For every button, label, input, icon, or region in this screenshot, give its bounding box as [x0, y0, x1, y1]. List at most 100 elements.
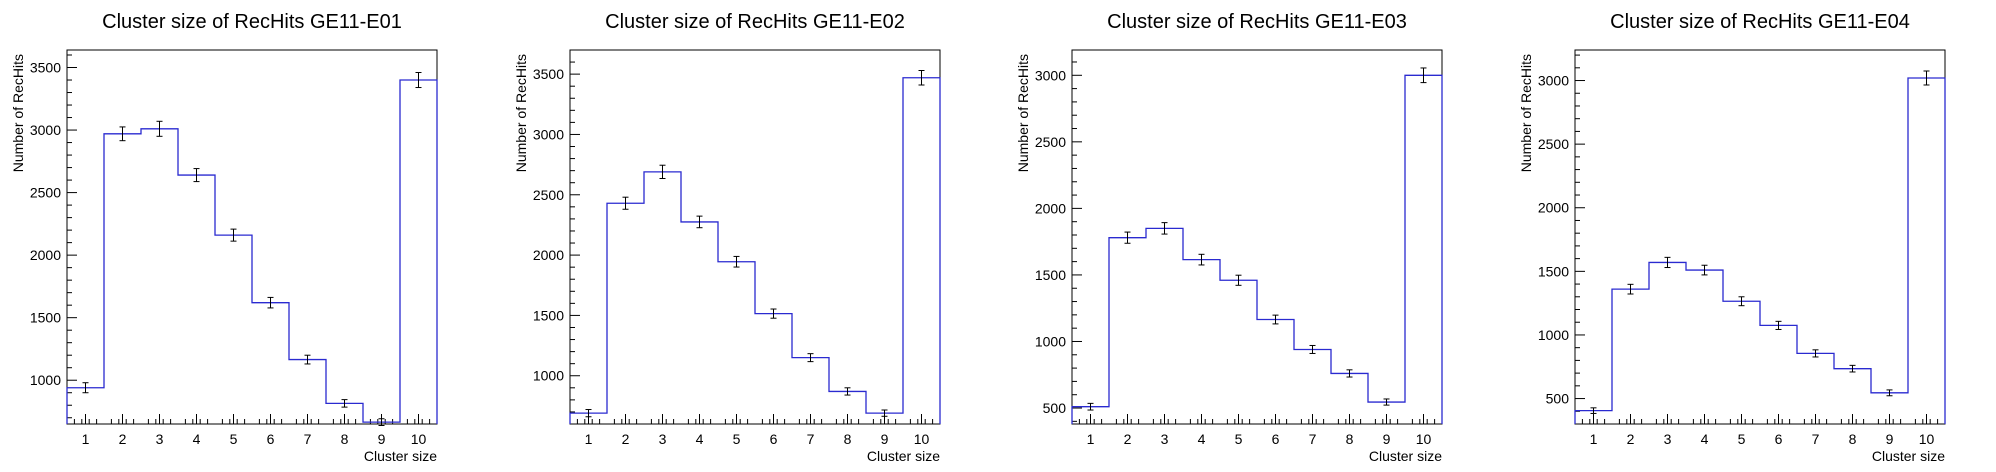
x-tick-label: 4: [1701, 431, 1709, 447]
y-tick-label: 3000: [533, 126, 564, 142]
y-tick-label: 2500: [1035, 134, 1066, 150]
error-bar: [267, 296, 274, 309]
error-bar: [304, 354, 311, 365]
error-bar: [378, 418, 385, 427]
x-tick-label: 5: [230, 431, 238, 447]
y-tick-label: 1500: [30, 310, 61, 326]
x-tick-label: 7: [304, 431, 312, 447]
error-bar: [1198, 253, 1205, 266]
y-tick-label: 1000: [1035, 333, 1066, 349]
error-bar: [918, 70, 925, 86]
plot-frame: [569, 49, 941, 425]
chart-panel-4: Cluster size of RecHits GE11-E04 Number o…: [1518, 11, 1946, 464]
error-bar: [1346, 369, 1353, 378]
error-bar: [156, 120, 163, 137]
x-tick-label: 7: [1309, 431, 1317, 447]
y-axis-title: Number of RecHits: [513, 54, 529, 172]
error-bar: [807, 353, 814, 363]
x-tick-label: 2: [119, 431, 127, 447]
x-tick-label: 10: [914, 431, 930, 447]
error-bar: [733, 255, 740, 268]
error-bar: [659, 164, 666, 179]
error-bar: [1627, 283, 1634, 295]
error-bar: [585, 409, 592, 418]
x-tick-label: 1: [82, 431, 90, 447]
y-tick-label: 1500: [533, 307, 564, 323]
y-tick-label: 2000: [533, 247, 564, 263]
y-tick-label: 3500: [533, 66, 564, 82]
x-tick-label: 9: [1886, 431, 1894, 447]
x-tick-label: 1: [1590, 431, 1598, 447]
error-bar: [1420, 67, 1427, 84]
x-tick-label: 3: [156, 431, 164, 447]
x-axis-title: Cluster size: [867, 448, 940, 464]
error-bar: [1383, 398, 1390, 406]
error-bar: [1664, 256, 1671, 269]
plot-frame: [1574, 49, 1946, 425]
error-bar: [1235, 274, 1242, 286]
x-tick-label: 8: [844, 431, 852, 447]
error-bar: [1272, 314, 1279, 325]
chart-panel-1: Cluster size of RecHits GE11-E01 Number o…: [10, 11, 438, 464]
x-tick-label: 4: [193, 431, 201, 447]
error-bar: [622, 196, 629, 210]
y-tick-label: 2000: [1035, 200, 1066, 216]
x-tick-label: 1: [585, 431, 593, 447]
y-tick-label: 500: [1043, 400, 1067, 416]
x-tick-label: 10: [411, 431, 427, 447]
x-tick-label: 6: [1272, 431, 1280, 447]
error-bar: [1886, 389, 1893, 397]
y-tick-label: 2500: [533, 187, 564, 203]
y-tick-label: 2500: [1538, 136, 1569, 152]
histogram-series-line: [1574, 77, 1946, 424]
x-tick-label: 8: [341, 431, 349, 447]
error-bar: [1309, 344, 1316, 354]
x-tick-label: 6: [1775, 431, 1783, 447]
x-tick-label: 3: [1161, 431, 1169, 447]
y-tick-label: 3000: [30, 122, 61, 138]
error-bar: [1124, 231, 1131, 244]
x-tick-label: 4: [1198, 431, 1206, 447]
chart-panel-2: Cluster size of RecHits GE11-E02 Number o…: [513, 11, 941, 464]
chart-title: Cluster size of RecHits GE11-E02: [605, 11, 905, 33]
y-tick-label: 1000: [533, 368, 564, 384]
x-tick-label: 10: [1416, 431, 1432, 447]
error-bar: [230, 228, 237, 242]
error-bar: [1087, 402, 1094, 411]
y-tick-label: 1500: [1035, 267, 1066, 283]
x-tick-label: 9: [881, 431, 889, 447]
x-tick-label: 2: [622, 431, 630, 447]
y-tick-label: 2500: [30, 185, 61, 201]
x-tick-label: 3: [1664, 431, 1672, 447]
error-bar: [1775, 320, 1782, 330]
error-bar: [341, 399, 348, 408]
y-tick-label: 3000: [1538, 73, 1569, 89]
x-tick-label: 6: [770, 431, 778, 447]
x-tick-label: 7: [1812, 431, 1820, 447]
x-tick-label: 3: [659, 431, 667, 447]
error-bar: [1738, 296, 1745, 307]
x-tick-label: 2: [1124, 431, 1132, 447]
histogram-series-line: [1071, 74, 1443, 424]
y-tick-label: 500: [1546, 391, 1570, 407]
x-tick-label: 1: [1087, 431, 1095, 447]
y-tick-label: 2000: [1538, 200, 1569, 216]
error-bar: [881, 409, 888, 417]
x-tick-label: 9: [378, 431, 386, 447]
y-tick-label: 3000: [1035, 67, 1066, 83]
x-tick-label: 9: [1383, 431, 1391, 447]
x-tick-label: 8: [1849, 431, 1857, 447]
y-axis-title: Number of RecHits: [10, 54, 26, 172]
y-axis-title: Number of RecHits: [1518, 54, 1534, 172]
error-bar: [1590, 407, 1597, 414]
y-tick-label: 1500: [1538, 263, 1569, 279]
x-tick-label: 8: [1346, 431, 1354, 447]
x-tick-label: 10: [1919, 431, 1935, 447]
error-bar: [696, 215, 703, 229]
error-bar: [415, 72, 422, 89]
chart-title: Cluster size of RecHits GE11-E03: [1107, 11, 1407, 33]
histogram-series-line: [569, 77, 941, 424]
error-bar: [1812, 349, 1819, 358]
x-tick-label: 5: [733, 431, 741, 447]
